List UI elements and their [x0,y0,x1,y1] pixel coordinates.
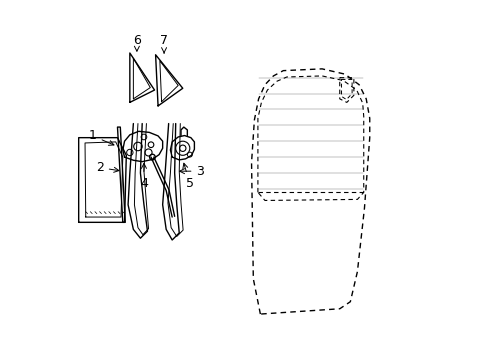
Text: 7: 7 [160,34,168,53]
Text: 6: 6 [133,34,141,51]
Text: 1: 1 [89,129,114,145]
Text: 2: 2 [96,161,119,174]
Text: 3: 3 [179,165,204,178]
Text: 5: 5 [183,163,193,190]
Text: 4: 4 [140,163,147,190]
